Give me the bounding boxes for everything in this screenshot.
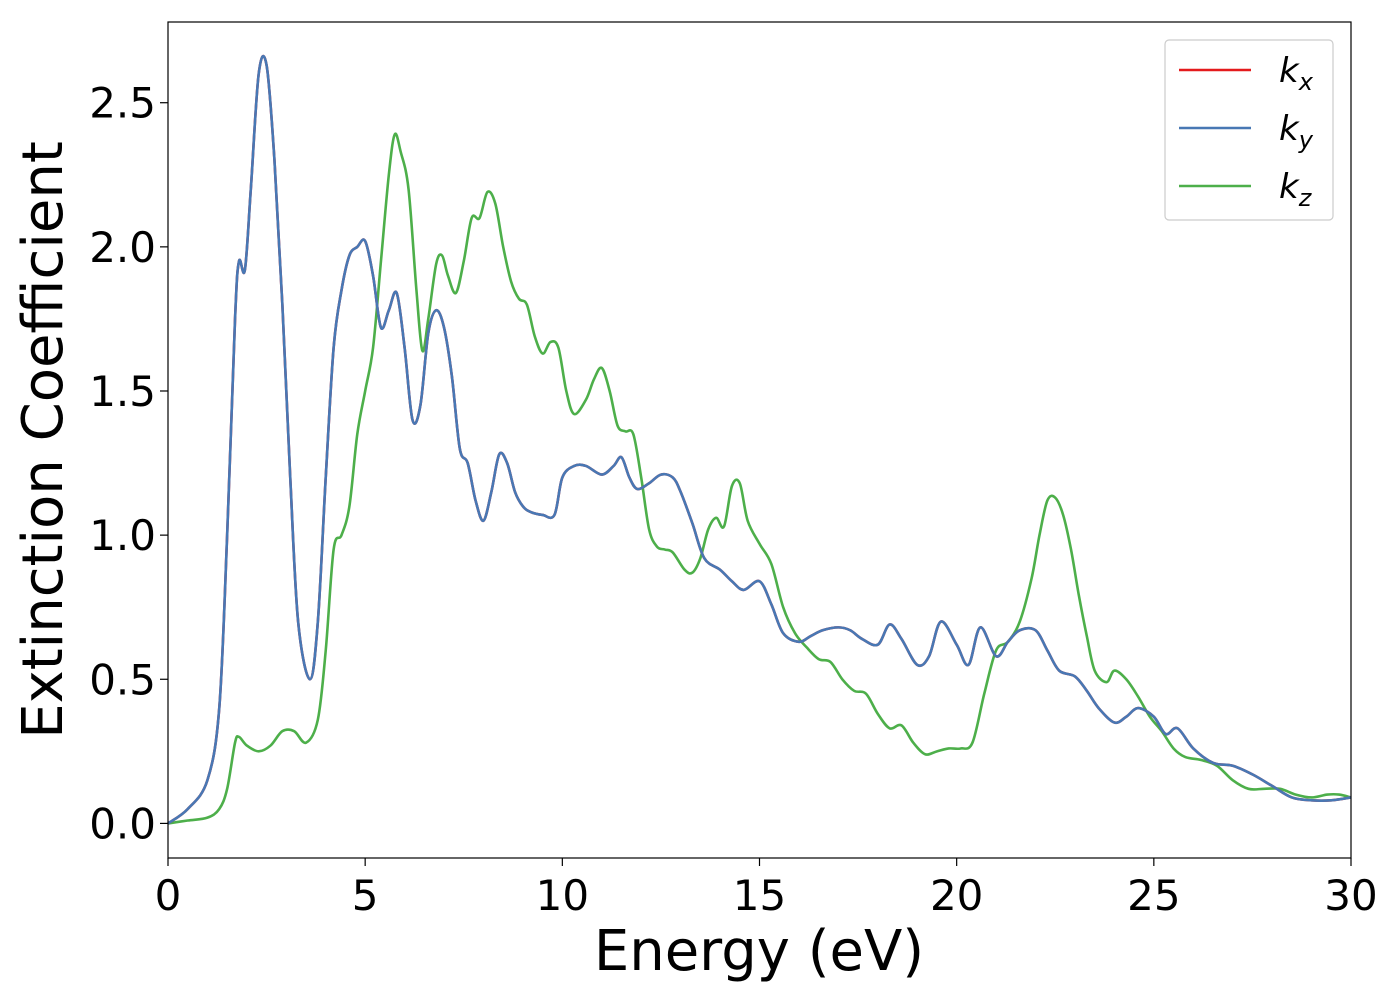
x-axis: 0 5 10 15 20 25 30	[155, 858, 1378, 920]
y-tick-label: 2.5	[89, 79, 156, 128]
x-tick-label: 10	[536, 871, 589, 920]
x-axis-title: Energy (eV)	[594, 919, 924, 984]
legend: kx ky kz	[1164, 39, 1334, 221]
x-tick-label: 30	[1324, 871, 1377, 920]
series-line-ky	[167, 54, 1352, 825]
x-tick-label: 15	[733, 871, 786, 920]
series-line-kz	[167, 132, 1352, 825]
y-tick-label: 1.0	[89, 511, 156, 560]
series-layer	[167, 54, 1352, 825]
legend-box	[1164, 39, 1334, 221]
legend-label-kz: kz	[1279, 167, 1313, 212]
x-tick-label: 5	[352, 871, 379, 920]
x-tick-label: 0	[155, 871, 182, 920]
y-tick-label: 0.0	[89, 799, 156, 848]
y-axis-title: Extinction Coefficient	[11, 141, 76, 739]
x-tick-label: 25	[1127, 871, 1180, 920]
y-axis: 0.0 0.5 1.0 1.5 2.0 2.5	[89, 79, 168, 848]
legend-label-kx: kx	[1279, 51, 1314, 96]
legend-label-ky: ky	[1279, 109, 1314, 154]
y-tick-label: 2.0	[89, 223, 156, 272]
y-tick-label: 0.5	[89, 655, 156, 704]
y-tick-label: 1.5	[89, 367, 156, 416]
x-tick-label: 20	[930, 871, 983, 920]
